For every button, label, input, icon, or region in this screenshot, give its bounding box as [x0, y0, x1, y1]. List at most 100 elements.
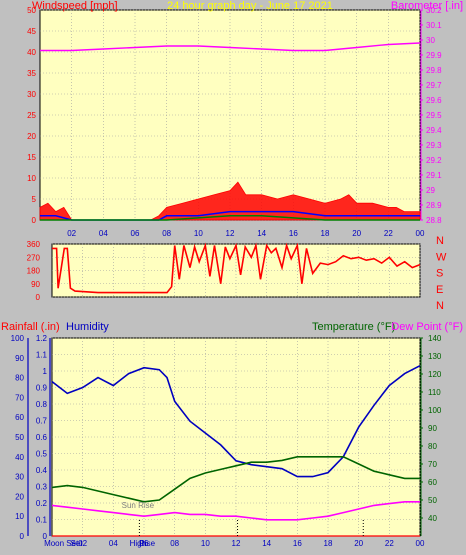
humidity-tick-label: 10 [15, 512, 24, 521]
humidity-x-tick-label: 04 [109, 539, 118, 548]
humidity-tick-label: 40 [15, 453, 24, 462]
humidity-tick-label: 60 [15, 413, 24, 422]
direction-tick-label: 0 [36, 293, 41, 302]
humidity-x-tick-label: 02 [78, 539, 87, 548]
rainfall-tick-label: 1 [43, 367, 48, 376]
rainfall-tick-label: 0 [43, 532, 48, 541]
windspeed-axis-label: Windspeed [mph] [32, 0, 118, 12]
barometer-tick-label: 29.7 [426, 81, 442, 90]
compass-label: S [436, 268, 443, 280]
barometer-tick-label: 29.5 [426, 111, 442, 120]
event-annotation: Moon Set [44, 539, 79, 548]
rainfall-tick-label: 1.1 [36, 351, 48, 360]
wind-barometer-panel: 0 5 10 15 20 25 30 35 40 45 50 28.8 28.9 29 29.1 29.2 29… [27, 0, 463, 238]
event-annotation: Rise [139, 539, 156, 548]
barometer-line [40, 42, 421, 52]
rainfall-tick-label: 0.8 [36, 400, 48, 409]
temperature-line [51, 455, 420, 503]
wind-x-tick-label: 12 [226, 229, 235, 238]
rainfall-tick-label: 0.2 [36, 499, 48, 508]
temperature-axis-label: Temperature (°F) [312, 321, 395, 333]
barometer-tick-label: 29.8 [426, 66, 442, 75]
barometer-tick-label: 29.4 [426, 126, 442, 135]
temperature-tick-label: 100 [428, 406, 442, 415]
compass-label: N [436, 300, 444, 312]
windspeed-tick-label: 40 [27, 48, 36, 57]
windspeed-tick-label: 20 [27, 132, 36, 141]
humidity-tick-label: 50 [15, 433, 24, 442]
humidity-tick-label: 0 [20, 532, 25, 541]
windspeed-tick-label: 0 [32, 216, 37, 225]
chart-title: 24 hour graph day - June 17 2021 [167, 0, 333, 12]
windspeed-tick-label: 10 [27, 174, 36, 183]
direction-tick-label: 180 [27, 267, 41, 276]
humidity-temperature-panel: 0 0.1 0.2 0.3 0.4 0.5 0.6 0.7 0.8 0.9 1 1.1 1.2 0 10 20… [1, 321, 463, 548]
rainfall-tick-label: 0.6 [36, 433, 48, 442]
wind-series-layer [39, 42, 421, 221]
barometer-tick-label: 30.1 [426, 21, 442, 30]
wind-x-tick-label: 20 [352, 229, 361, 238]
temperature-tick-label: 40 [428, 514, 437, 523]
wind-x-tick-label: 06 [131, 229, 140, 238]
windspeed-tick-label: 30 [27, 90, 36, 99]
wind-x-tick-label: 02 [67, 229, 76, 238]
rainfall-tick-label: 0.3 [36, 483, 48, 492]
rainfall-tick-label: 0.7 [36, 417, 48, 426]
windspeed-tick-label: 35 [27, 69, 36, 78]
windspeed-tick-label: 5 [32, 195, 37, 204]
humidity-x-tick-label: 08 [170, 539, 179, 548]
barometer-tick-label: 29.3 [426, 141, 442, 150]
compass-label: E [436, 284, 443, 296]
humidity-x-tick-label: 14 [262, 539, 271, 548]
wind-x-tick-label: 04 [99, 229, 108, 238]
barometer-tick-label: 29.6 [426, 96, 442, 105]
direction-tick-label: 360 [27, 240, 41, 249]
temperature-tick-label: 80 [428, 442, 437, 451]
dewpoint-line [51, 500, 420, 521]
rainfall-tick-label: 1.2 [36, 334, 48, 343]
humidity-axes: 0 0.1 0.2 0.3 0.4 0.5 0.6 0.7 0.8 0.9 1 1.1 1.2 0 10 20… [11, 334, 442, 548]
humidity-grid [52, 337, 421, 537]
temperature-tick-label: 90 [428, 424, 437, 433]
humidity-x-tick-label: 18 [324, 539, 333, 548]
temperature-tick-label: 110 [428, 388, 441, 397]
wind-direction-line [52, 242, 421, 294]
temperature-tick-label: 120 [428, 370, 442, 379]
wind-x-tick-label: 08 [162, 229, 171, 238]
barometer-tick-label: 28.9 [426, 201, 442, 210]
humidity-x-tick-label: 22 [385, 539, 394, 548]
barometer-axis-label: Barometer [.in] [391, 0, 463, 12]
barometer-tick-label: 29.1 [426, 171, 442, 180]
humidity-x-tick-label: 10 [201, 539, 210, 548]
humidity-tick-label: 100 [11, 334, 25, 343]
rainfall-tick-label: 0.4 [36, 466, 48, 475]
humidity-tick-label: 30 [15, 473, 24, 482]
direction-tick-label: 270 [27, 253, 41, 262]
windspeed-tick-label: 25 [27, 111, 36, 120]
temperature-tick-label: 130 [428, 352, 442, 361]
direction-tick-label: 90 [31, 280, 40, 289]
wind-axes: 0 5 10 15 20 25 30 35 40 45 50 28.8 28.9 29 29.1 29.2 29… [27, 6, 442, 238]
wind-x-tick-label: 00 [416, 229, 425, 238]
barometer-tick-label: 30.2 [426, 6, 442, 15]
event-annotation: High [130, 539, 146, 548]
temperature-tick-label: 60 [428, 478, 437, 487]
humidity-line [51, 364, 421, 478]
barometer-tick-label: 30 [426, 36, 435, 45]
humidity-tick-label: 80 [15, 374, 24, 383]
event-annotation: Set [71, 539, 84, 548]
wind-x-tick-label: 22 [384, 229, 393, 238]
temperature-tick-label: 70 [428, 460, 437, 469]
humidity-axis-label: Humidity [66, 321, 109, 333]
temperature-tick-label: 50 [428, 496, 437, 505]
compass-label: W [436, 251, 447, 263]
windspeed-tick-label: 50 [27, 6, 36, 15]
windspeed-tick-label: 15 [27, 153, 36, 162]
wind-low-line [40, 215, 420, 221]
barometer-tick-label: 29 [426, 186, 435, 195]
rainfall-tick-label: 0.9 [36, 384, 48, 393]
wind-x-tick-label: 18 [321, 229, 330, 238]
